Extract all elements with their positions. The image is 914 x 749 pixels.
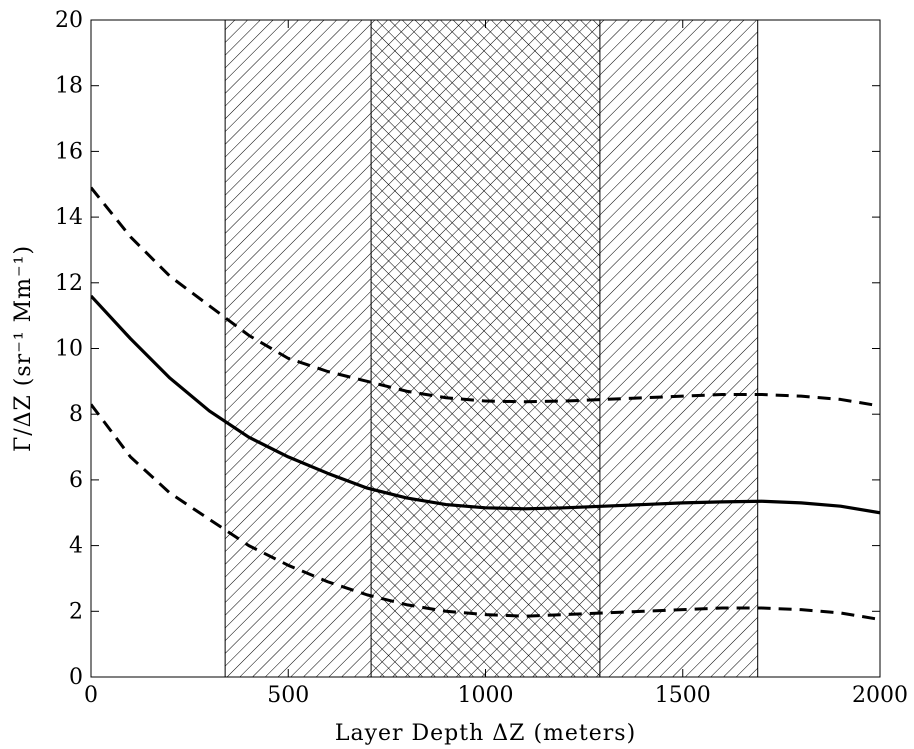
x-tick-label: 500 <box>267 683 309 708</box>
y-axis-ticks: 0 2 4 6 8 10 12 14 16 18 20 <box>55 8 880 690</box>
x-axis-ticks: 0 500 1000 1500 2000 <box>84 20 908 708</box>
series-layer <box>91 186 880 621</box>
x-tick-label: 1500 <box>655 683 711 708</box>
x-tick-label: 2000 <box>852 683 908 708</box>
series-line-3 <box>91 403 880 621</box>
y-tick-label: 6 <box>69 468 83 493</box>
y-axis-label: Γ/ΔZ (sr⁻¹ Mm⁻¹) <box>11 245 36 452</box>
y-tick-label: 16 <box>55 139 83 164</box>
x-tick-label: 1000 <box>458 683 514 708</box>
y-tick-label: 12 <box>55 271 83 296</box>
y-tick-label: 10 <box>55 337 83 362</box>
y-tick-label: 20 <box>55 8 83 33</box>
x-axis-label: Layer Depth ΔZ (meters) <box>335 721 636 746</box>
y-tick-label: 14 <box>55 205 83 230</box>
series-line-2 <box>91 186 880 408</box>
y-tick-label: 2 <box>69 599 83 624</box>
series-line-1 <box>91 294 880 515</box>
hatched-region-2 <box>370 19 601 678</box>
y-tick-label: 4 <box>69 534 83 559</box>
x-tick-label: 0 <box>84 683 98 708</box>
y-tick-label: 8 <box>69 402 83 427</box>
y-tick-label: 0 <box>69 665 83 690</box>
shaded-regions <box>224 19 759 678</box>
y-tick-label: 18 <box>55 74 83 99</box>
